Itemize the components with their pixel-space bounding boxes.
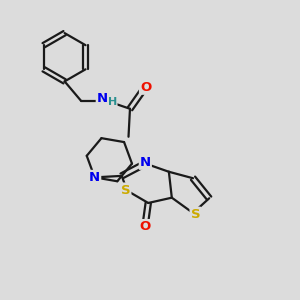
Text: S: S — [121, 184, 130, 196]
Text: N: N — [89, 171, 100, 184]
Text: O: O — [140, 81, 151, 94]
Text: H: H — [108, 97, 117, 107]
Text: N: N — [140, 156, 151, 169]
Text: S: S — [190, 208, 200, 221]
Text: N: N — [97, 92, 108, 105]
Text: O: O — [140, 220, 151, 233]
